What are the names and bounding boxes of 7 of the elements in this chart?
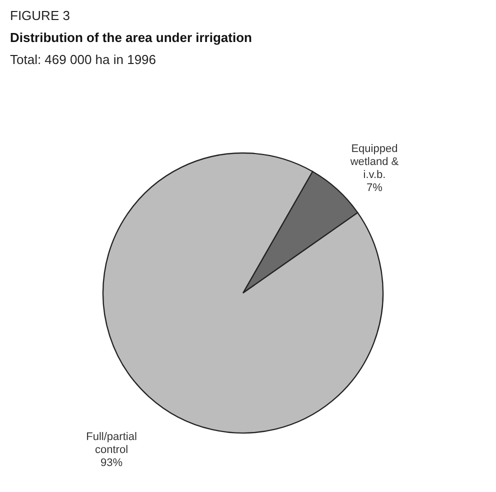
slice-label: Full/partial control xyxy=(86,431,137,456)
chart-title: Distribution of the area under irrigation xyxy=(10,30,252,45)
slice-label: Equipped wetland & i.v.b. xyxy=(349,142,400,181)
data-label: 7% xyxy=(366,182,383,194)
chart-subtitle: Total: 469 000 ha in 1996 xyxy=(10,52,156,67)
caption: FIGURE 3 xyxy=(10,8,70,23)
data-label: 93% xyxy=(100,457,123,470)
